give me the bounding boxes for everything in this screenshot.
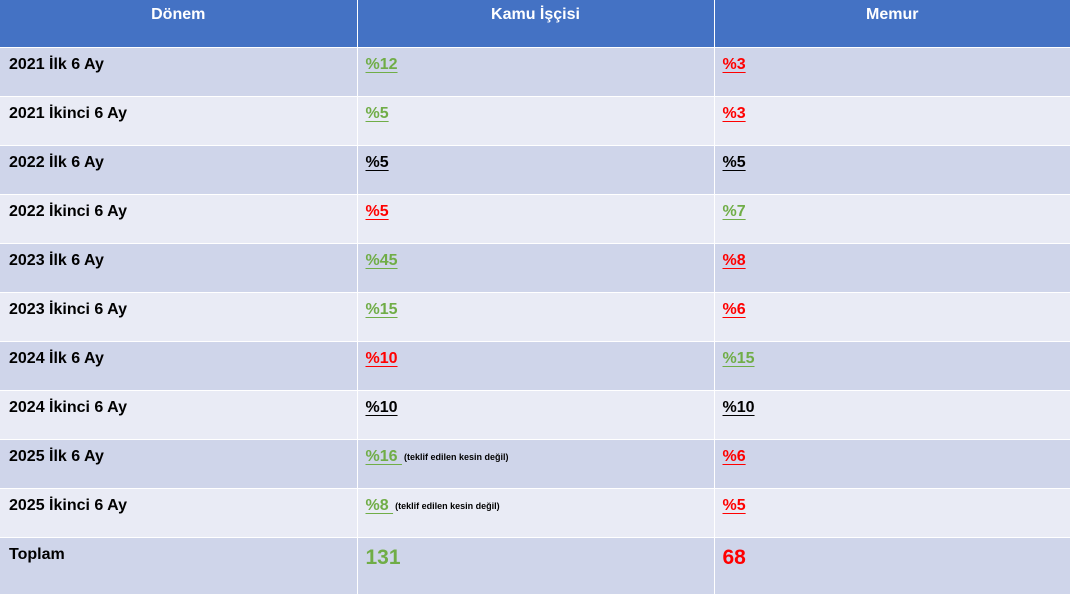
memur-cell: %3 — [714, 46, 1070, 96]
period-cell: 2025 İlk 6 Ay — [0, 438, 358, 488]
memur-cell: %6 — [714, 291, 1070, 341]
table-row: 2025 İlk 6 Ay %16 (teklif edilen kesin de… — [0, 438, 1070, 488]
period-cell: 2021 İkinci 6 Ay — [0, 95, 358, 145]
memur-value: %15 — [722, 349, 755, 367]
memur-cell: %7 — [714, 193, 1070, 243]
kamu-iscisi-cell: %8 (teklif edilen kesin değil) — [357, 487, 715, 537]
kamu-iscisi-cell: %16 (teklif edilen kesin değil) — [357, 438, 715, 488]
memur-cell: %15 — [714, 340, 1070, 390]
kamu-iscisi-cell: %15 — [357, 291, 715, 341]
period-cell: 2024 İlk 6 Ay — [0, 340, 358, 390]
period-cell: 2023 İkinci 6 Ay — [0, 291, 358, 341]
memur-cell: %6 — [714, 438, 1070, 488]
kamu-iscisi-value: %10 — [365, 398, 398, 416]
memur-value: %10 — [722, 398, 755, 416]
header-period: Dönem — [0, 0, 358, 47]
total-memur-value: 68 — [722, 545, 746, 569]
memur-value: %6 — [722, 300, 746, 318]
total-kamu-iscisi-cell: 131 — [357, 536, 715, 594]
table-row: 2023 İlk 6 Ay %45 %8 — [0, 242, 1070, 292]
memur-value: %5 — [722, 496, 746, 514]
kamu-iscisi-value: %5 — [365, 202, 389, 220]
kamu-iscisi-value: %16 — [365, 447, 402, 465]
table-row: 2022 İlk 6 Ay %5 %5 — [0, 144, 1070, 194]
kamu-iscisi-cell: %5 — [357, 144, 715, 194]
kamu-iscisi-value: %5 — [365, 104, 389, 122]
kamu-iscisi-value: %15 — [365, 300, 398, 318]
table-row: 2021 İlk 6 Ay %12 %3 — [0, 46, 1070, 96]
memur-cell: %3 — [714, 95, 1070, 145]
period-cell: 2022 İkinci 6 Ay — [0, 193, 358, 243]
memur-cell: %5 — [714, 144, 1070, 194]
total-row: Toplam 131 68 — [0, 536, 1070, 594]
kamu-iscisi-value: %8 — [365, 496, 394, 514]
kamu-iscisi-value: %10 — [365, 349, 398, 367]
kamu-iscisi-cell: %5 — [357, 193, 715, 243]
kamu-iscisi-cell: %10 — [357, 340, 715, 390]
kamu-iscisi-cell: %10 — [357, 389, 715, 439]
memur-value: %5 — [722, 153, 746, 171]
memur-cell: %10 — [714, 389, 1070, 439]
table-row: 2021 İkinci 6 Ay %5 %3 — [0, 95, 1070, 145]
table-row: 2024 İlk 6 Ay %10 %15 — [0, 340, 1070, 390]
header-memur: Memur — [714, 0, 1070, 47]
header-row: Dönem Kamu İşçisi Memur — [0, 0, 1070, 47]
kamu-iscisi-value: %5 — [365, 153, 389, 171]
table-row: 2023 İkinci 6 Ay %15 %6 — [0, 291, 1070, 341]
memur-value: %8 — [722, 251, 746, 269]
total-memur-cell: 68 — [714, 536, 1070, 594]
memur-value: %3 — [722, 104, 746, 122]
period-cell: 2024 İkinci 6 Ay — [0, 389, 358, 439]
table-row: 2022 İkinci 6 Ay %5 %7 — [0, 193, 1070, 243]
memur-value: %6 — [722, 447, 746, 465]
kamu-iscisi-note: (teklif edilen kesin değil) — [395, 500, 500, 511]
period-cell: 2021 İlk 6 Ay — [0, 46, 358, 96]
period-cell: 2025 İkinci 6 Ay — [0, 487, 358, 537]
table-row: 2025 İkinci 6 Ay %8 (teklif edilen kesin … — [0, 487, 1070, 537]
memur-value: %3 — [722, 55, 746, 73]
kamu-iscisi-value: %12 — [365, 55, 398, 73]
period-cell: 2023 İlk 6 Ay — [0, 242, 358, 292]
total-kamu-iscisi-value: 131 — [365, 545, 401, 569]
kamu-iscisi-value: %45 — [365, 251, 398, 269]
total-label: Toplam — [0, 536, 358, 594]
kamu-iscisi-note: (teklif edilen kesin değil) — [403, 451, 509, 462]
header-kamu-iscisi: Kamu İşçisi — [357, 0, 715, 47]
table-row: 2024 İkinci 6 Ay %10 %10 — [0, 389, 1070, 439]
period-cell: 2022 İlk 6 Ay — [0, 144, 358, 194]
memur-cell: %8 — [714, 242, 1070, 292]
kamu-iscisi-cell: %45 — [357, 242, 715, 292]
memur-cell: %5 — [714, 487, 1070, 537]
kamu-iscisi-cell: %5 — [357, 95, 715, 145]
memur-value: %7 — [722, 202, 746, 220]
kamu-iscisi-cell: %12 — [357, 46, 715, 96]
